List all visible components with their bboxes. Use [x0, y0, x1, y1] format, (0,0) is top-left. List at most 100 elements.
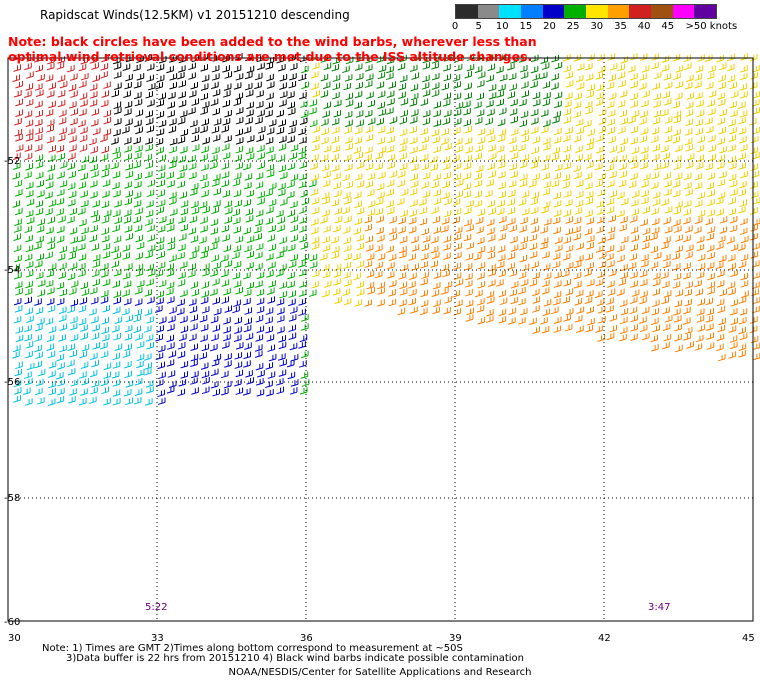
wind-barb: [476, 92, 485, 101]
wind-barb: [488, 269, 496, 277]
wind-barb: [455, 278, 464, 287]
wind-barb: [24, 287, 33, 296]
wind-barb: [521, 135, 529, 143]
wind-barb: [45, 279, 54, 288]
wind-barb: [550, 306, 559, 315]
wind-barb: [102, 243, 111, 251]
wind-barb: [673, 308, 681, 316]
wind-barb: [188, 72, 196, 80]
wind-barb: [279, 236, 287, 245]
wind-barb: [81, 343, 90, 352]
wind-barb: [441, 287, 449, 295]
wind-barb: [289, 387, 298, 395]
wind-barb: [35, 208, 44, 216]
wind-barb: [311, 242, 320, 250]
wind-barb: [629, 253, 637, 261]
wind-barb: [499, 224, 508, 232]
wind-barb: [573, 216, 582, 225]
wind-barb: [188, 298, 197, 306]
wind-barb: [586, 217, 595, 225]
wind-barb: [166, 281, 175, 290]
wind-barb: [222, 100, 231, 108]
wind-barb: [542, 81, 551, 89]
wind-barb: [750, 72, 758, 80]
wind-barb: [750, 181, 758, 189]
wind-barb: [188, 162, 197, 171]
scale-label-0: 0: [451, 21, 459, 32]
wind-barb: [431, 206, 439, 214]
wind-barb: [81, 226, 89, 235]
wind-barb: [563, 108, 572, 116]
wind-barb: [136, 341, 145, 349]
wind-barb: [672, 263, 681, 271]
wind-barb: [510, 170, 518, 179]
wind-barb: [37, 289, 45, 297]
wind-barb: [652, 82, 660, 91]
wind-barb: [47, 398, 56, 407]
wind-barb: [650, 181, 659, 190]
wind-barb: [201, 190, 209, 198]
wind-barb: [562, 153, 571, 162]
wind-barb: [352, 252, 361, 261]
wind-barb: [201, 386, 210, 395]
wind-barb: [301, 323, 309, 331]
wind-barb: [684, 128, 693, 136]
wind-barb: [199, 352, 207, 360]
wind-barb: [509, 144, 518, 153]
wind-barb: [475, 216, 484, 225]
wind-barb: [221, 341, 230, 349]
wind-barb: [586, 161, 594, 169]
wind-barb: [168, 125, 177, 134]
wind-barb: [433, 119, 442, 127]
wind-barb: [575, 179, 584, 188]
wind-barb: [728, 144, 736, 152]
wind-barb: [56, 297, 65, 306]
wind-barb: [34, 387, 43, 396]
wind-barb: [375, 244, 383, 253]
wind-barb: [322, 270, 331, 279]
wind-barb: [189, 252, 197, 260]
wind-barb: [209, 154, 218, 162]
wind-barb: [410, 235, 419, 244]
wind-barb: [750, 191, 759, 199]
wind-barb: [246, 251, 255, 259]
wind-barb: [673, 128, 681, 137]
wind-barb: [519, 242, 527, 251]
wind-barb: [45, 208, 53, 216]
wind-barb: [375, 197, 384, 206]
wind-barb: [176, 307, 185, 316]
x-tick-30: 30: [8, 633, 21, 644]
wind-barb: [310, 162, 318, 170]
scale-label-1: 5: [475, 21, 482, 32]
wind-barb: [421, 227, 429, 236]
wind-barb: [112, 209, 121, 218]
wind-barb: [278, 182, 286, 191]
wind-barb: [289, 152, 297, 160]
wind-barb: [222, 190, 231, 198]
wind-barb: [34, 260, 43, 268]
wind-barb: [57, 378, 65, 387]
wind-barb: [532, 73, 540, 81]
wind-barb: [487, 227, 495, 235]
wind-barb: [221, 179, 230, 188]
wind-barb: [13, 152, 21, 160]
wind-barb: [420, 127, 428, 136]
wind-barb: [233, 98, 242, 107]
wind-barb: [708, 134, 716, 143]
wind-barb: [552, 146, 561, 155]
wind-barb: [596, 92, 604, 100]
wind-barb: [453, 173, 462, 181]
wind-barb: [125, 397, 134, 406]
wind-barb: [177, 388, 186, 397]
wind-barb: [738, 316, 747, 325]
wind-barb: [276, 127, 285, 135]
wind-barb: [715, 242, 724, 250]
wind-barb: [653, 92, 662, 101]
wind-barb: [67, 182, 76, 191]
wind-barb: [168, 197, 177, 205]
wind-barb: [24, 62, 32, 71]
wind-barb: [409, 199, 418, 207]
wind-barb: [519, 254, 528, 263]
wind-barb: [200, 216, 208, 225]
wind-barb: [246, 135, 255, 143]
